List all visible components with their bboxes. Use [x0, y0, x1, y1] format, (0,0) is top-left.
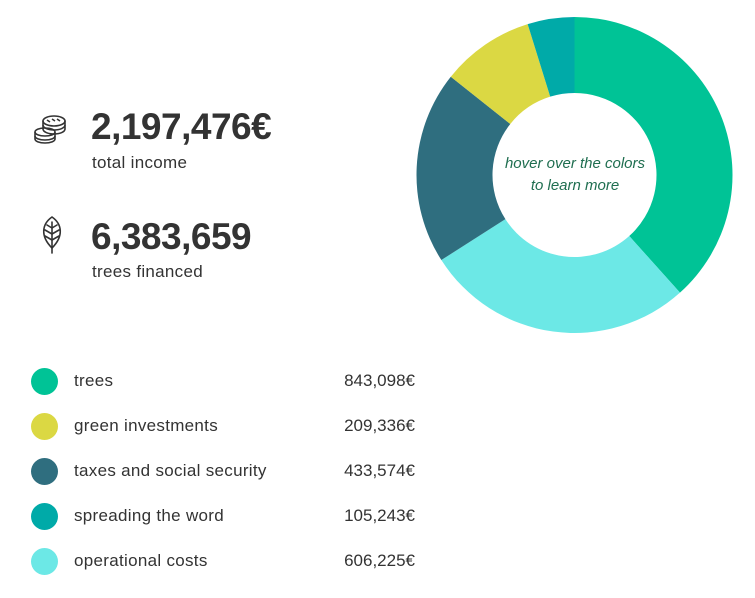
legend-value: 209,336€ [344, 416, 415, 435]
donut-slice-taxes-and-social-security[interactable] [416, 76, 511, 261]
chart-hint: hover over the colors to learn more [476, 153, 674, 197]
legend-item-green-investments[interactable]: green investments 209,336€ [31, 403, 431, 448]
legend-label: green investments [74, 416, 219, 435]
donut-slice-operational-costs[interactable] [441, 219, 680, 333]
trees-financed-label: trees financed [92, 262, 203, 281]
legend-dot-operational-costs [31, 548, 58, 575]
legend-item-operational-costs[interactable]: operational costs 606,225€ [31, 538, 431, 583]
legend-dot-spreading-the-word [31, 503, 58, 530]
legend-label: spreading the word [74, 506, 224, 525]
total-income-label: total income [92, 153, 188, 172]
legend-value: 105,243€ [344, 506, 415, 525]
legend-item-trees[interactable]: trees 843,098€ [31, 358, 431, 403]
legend-value: 843,098€ [344, 371, 415, 390]
leaf-icon [42, 216, 62, 254]
donut-slice-spreading-the-word[interactable] [527, 17, 575, 97]
donut-slice-trees[interactable] [574, 17, 733, 293]
legend-item-spreading-the-word[interactable]: spreading the word 105,243€ [31, 493, 431, 538]
chart-hint-line-1: hover over the colors [504, 155, 646, 172]
trees-financed-value: 6,383,659 [91, 216, 252, 257]
coins-icon [34, 115, 66, 144]
total-income-value: 2,197,476€ [91, 106, 272, 147]
legend-label: operational costs [74, 551, 208, 570]
chart-hint-line-2: to learn more [530, 177, 620, 194]
legend-value: 433,574€ [344, 461, 415, 480]
legend-dot-trees [31, 368, 58, 395]
legend-label: trees [74, 371, 114, 390]
donut-slice-green-investments[interactable] [450, 24, 551, 124]
legend-dot-green-investments [31, 413, 58, 440]
expense-donut-chart [416, 17, 733, 333]
legend-dot-taxes-and-social-security [31, 458, 58, 485]
legend-item-taxes-and-social-security[interactable]: taxes and social security 433,574€ [31, 448, 431, 493]
chart-legend: trees 843,098€ green investments 209,336€ ta… [31, 358, 431, 583]
legend-value: 606,225€ [344, 551, 415, 570]
legend-label: taxes and social security [74, 461, 267, 480]
